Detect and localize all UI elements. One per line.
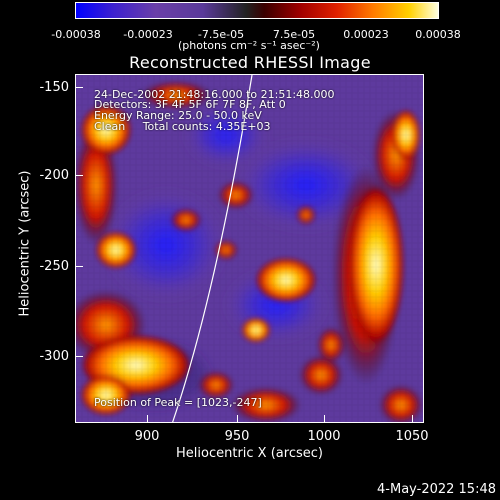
colorbar-tick: -0.00038 [51, 28, 101, 41]
colorbar-unit: (photons cm⁻² s⁻¹ asec⁻²) [178, 39, 320, 52]
y-tick-label: -200 [39, 168, 69, 183]
x-tick-mark [147, 415, 148, 423]
x-tick-mark [412, 415, 413, 423]
energy-range-label: Energy Range: 25.0 - 50.0 keV [94, 109, 262, 122]
plot-title: Reconstructed RHESSI Image [129, 53, 371, 72]
x-axis-label: Heliocentric X (arcsec) [176, 446, 323, 461]
x-tick-mark [324, 415, 325, 423]
y-tick-mark [75, 87, 83, 88]
clean-counts-label: Clean Total counts: 4.35E+03 [94, 120, 271, 133]
x-tick-label: 1000 [307, 429, 341, 444]
y-tick-label: -250 [39, 259, 69, 274]
colorbar-tick: -7.5e-05 [197, 28, 245, 41]
colorbar [75, 2, 439, 19]
time-range-label: 24-Dec-2002 21:48:16.000 to 21:51:48.000 [94, 88, 335, 101]
colorbar-tick: -0.00023 [123, 28, 173, 41]
peak-position-label: Position of Peak = [1023,-247] [94, 396, 262, 409]
render-date: 4-May-2022 15:48 [377, 482, 496, 497]
colorbar-tick: 0.00023 [343, 28, 389, 41]
colorbar-tick: 0.00038 [415, 28, 461, 41]
x-tick-label: 1050 [395, 429, 429, 444]
y-tick-mark [75, 175, 83, 176]
y-tick-label: -300 [39, 349, 69, 364]
rhessi-image [75, 74, 424, 423]
x-tick-label: 950 [224, 429, 250, 444]
y-axis-label: Heliocentric Y (arcsec) [17, 170, 33, 317]
x-tick-mark [237, 415, 238, 423]
y-tick-mark [75, 356, 83, 357]
rhessi-image-canvas [76, 75, 423, 422]
y-tick-mark [75, 266, 83, 267]
colorbar-tick: 7.5e-05 [272, 28, 316, 41]
x-tick-label: 900 [134, 429, 160, 444]
y-tick-label: -150 [39, 80, 69, 95]
detectors-label: Detectors: 3F 4F 5F 6F 7F 8F, Att 0 [94, 98, 286, 111]
